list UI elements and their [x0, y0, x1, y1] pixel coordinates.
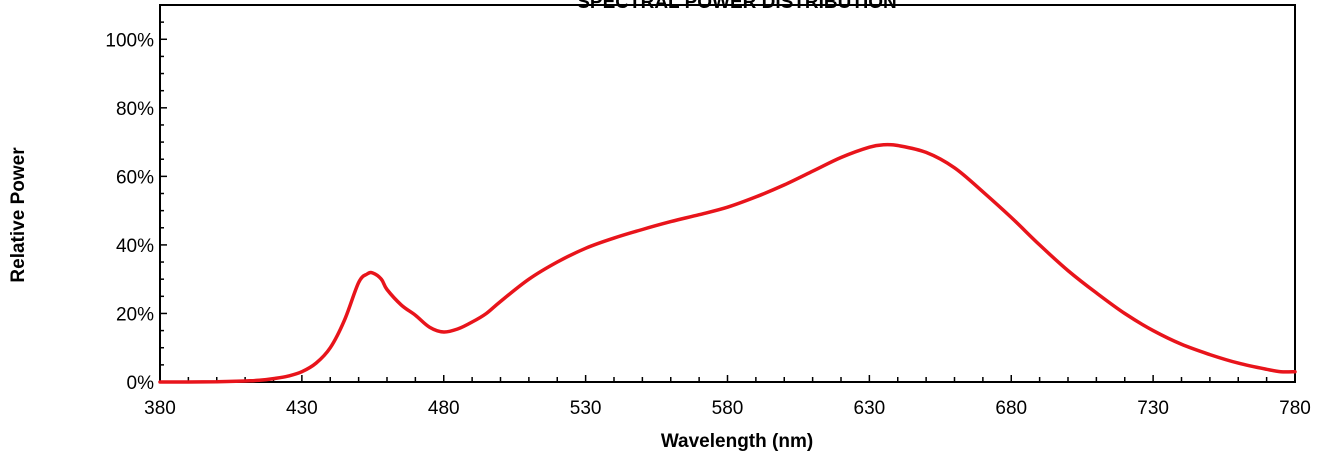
y-tick-label: 40%	[116, 236, 154, 257]
y-tick-label: 100%	[105, 30, 154, 51]
x-tick-label: 780	[1279, 398, 1311, 419]
x-tick-label: 380	[144, 398, 176, 419]
x-tick-label: 630	[854, 398, 886, 419]
y-tick-label: 0%	[127, 373, 155, 394]
series-line	[158, 142, 1297, 384]
y-axis-title: Relative Power	[8, 147, 29, 283]
x-tick-label: 480	[428, 398, 460, 419]
x-tick-label: 580	[712, 398, 744, 419]
y-tick-label: 60%	[116, 167, 154, 188]
x-tick-label: 680	[995, 398, 1027, 419]
plot-area-frame	[159, 4, 1296, 383]
x-tick-label: 430	[286, 398, 318, 419]
x-tick-label: 530	[570, 398, 602, 419]
x-axis-title: Wavelength (nm)	[661, 431, 813, 452]
y-tick-label: 80%	[116, 99, 154, 120]
chart-title: SPECTRAL POWER DISTRIBUTION	[577, 0, 897, 13]
y-tick-label: 20%	[116, 304, 154, 325]
x-axis: 380 430 480 530 580 630 680 730 780	[144, 375, 1311, 419]
x-tick-label: 730	[1137, 398, 1169, 419]
y-axis: 0% 20% 40% 60% 80% 100%	[105, 4, 167, 394]
